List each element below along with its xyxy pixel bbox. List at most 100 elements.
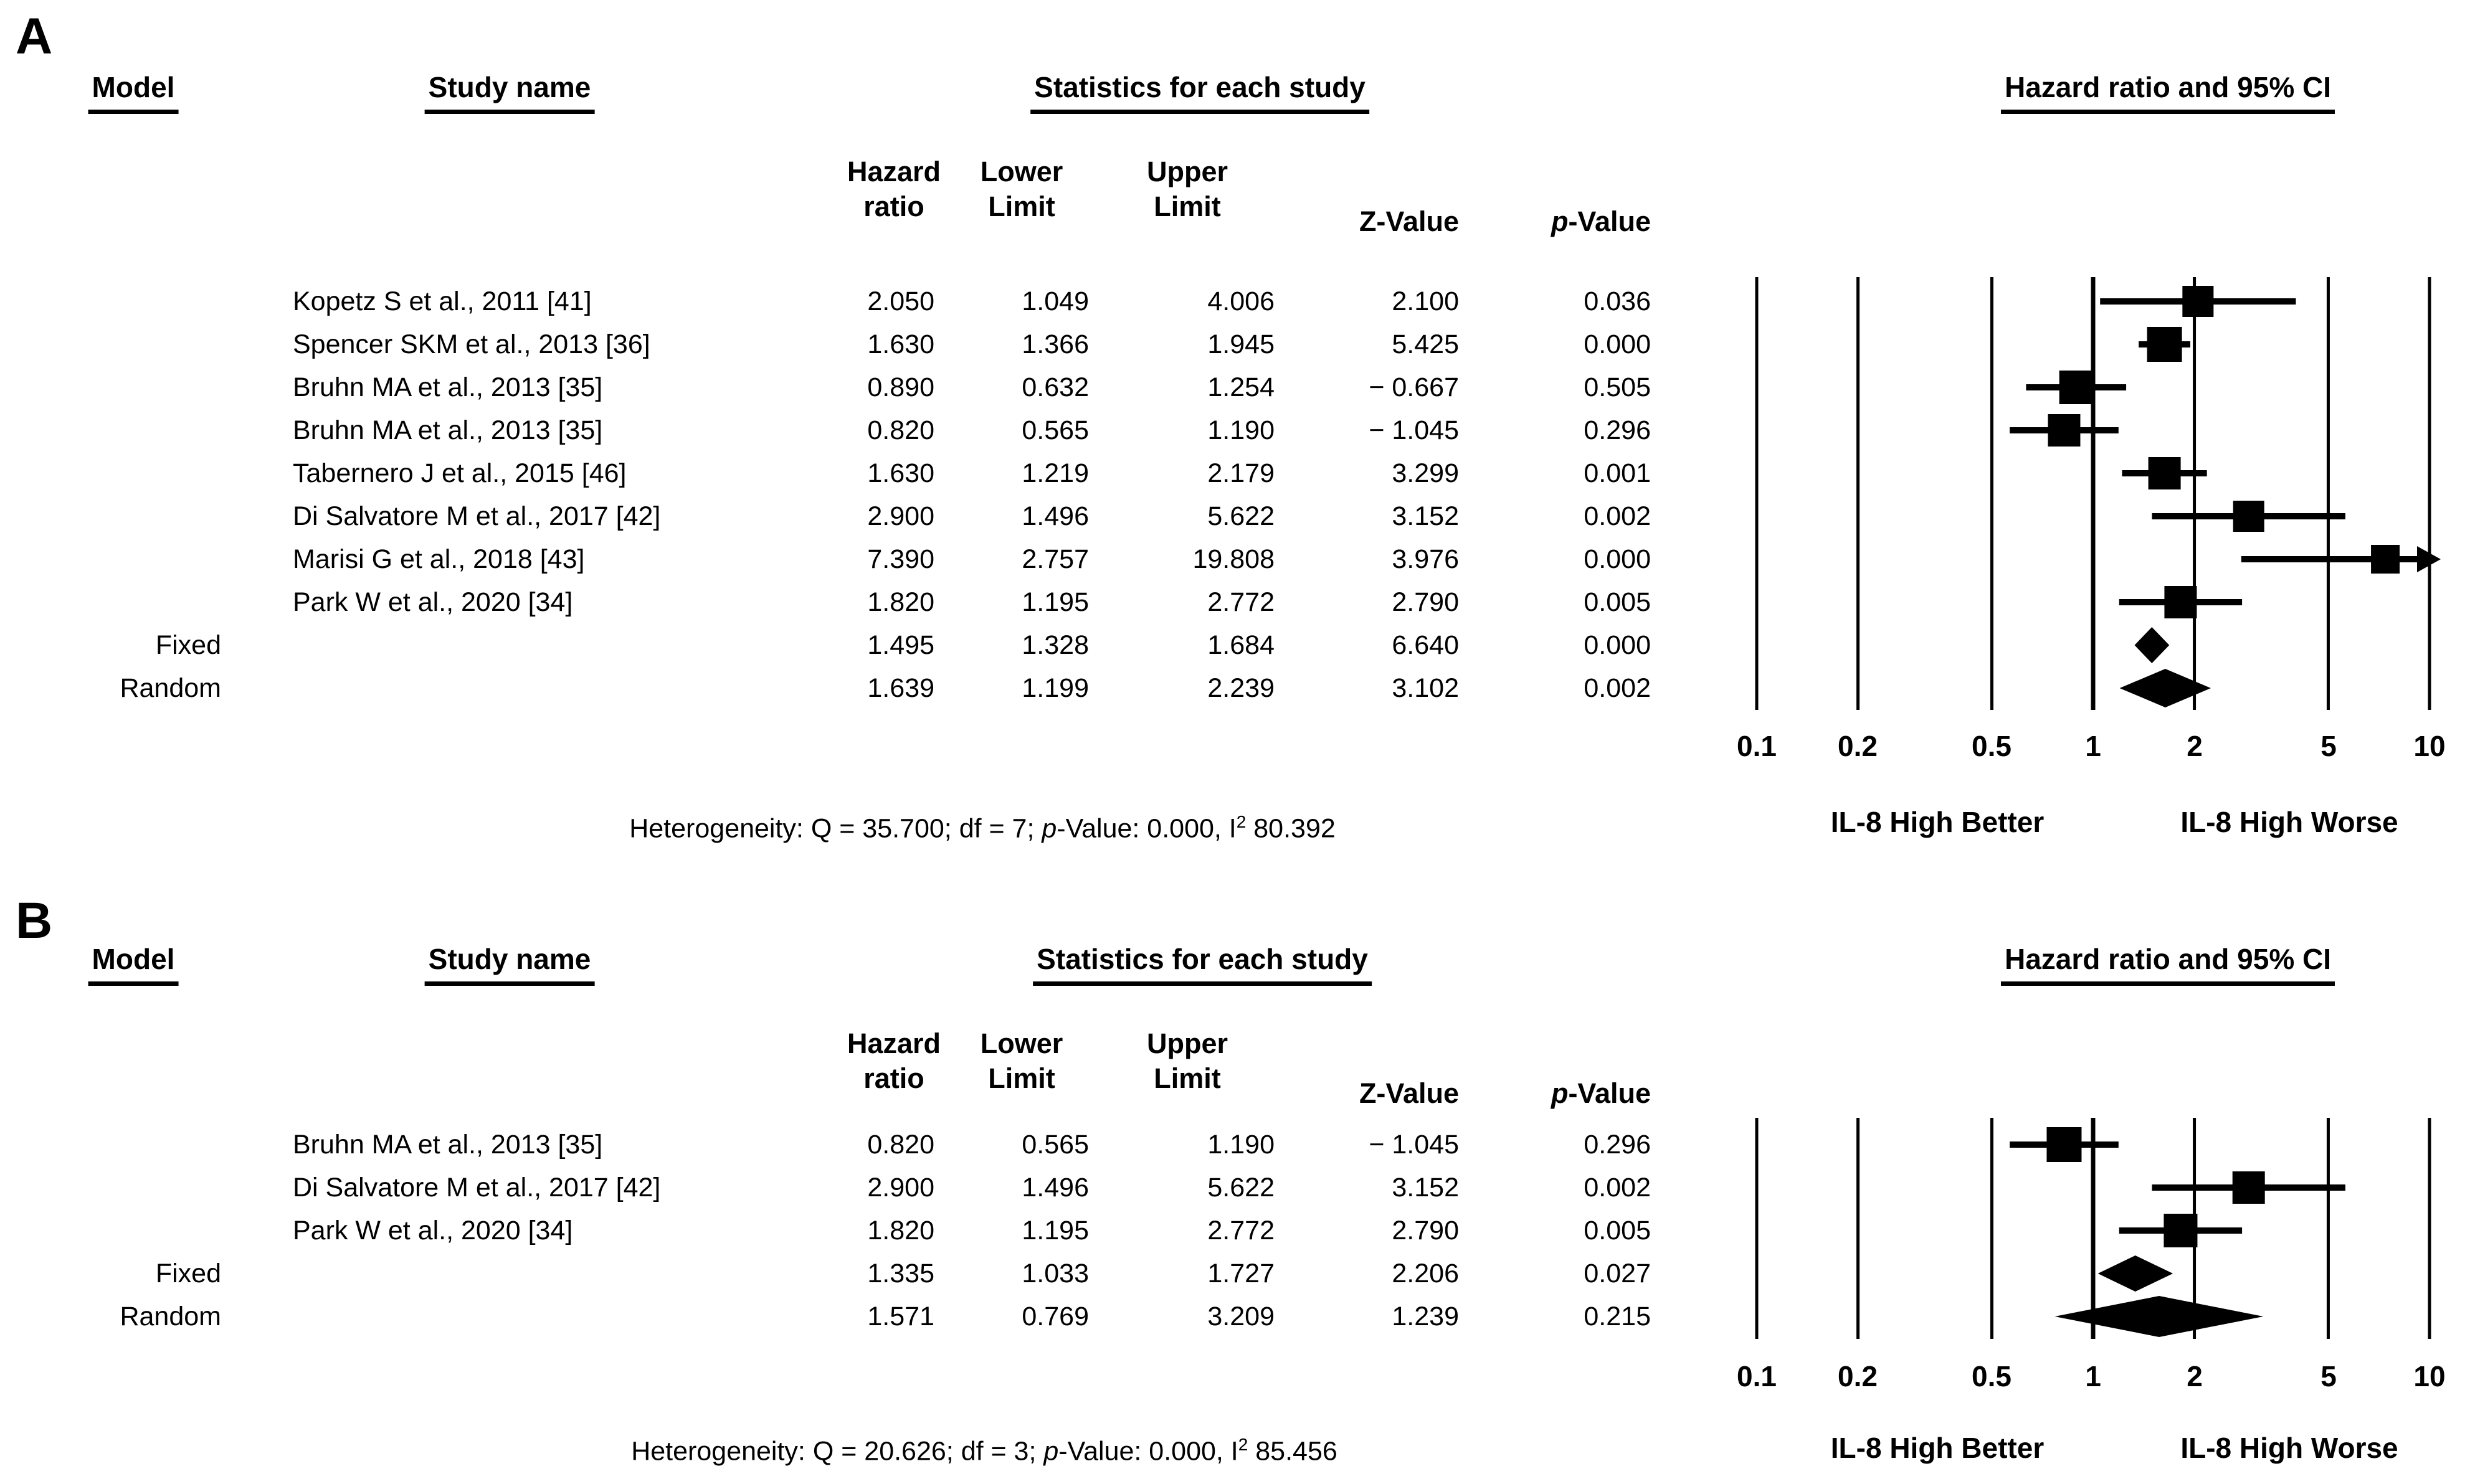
- lower-limit-value: 1.049: [1022, 286, 1089, 316]
- lower-limit-value: 1.033: [1022, 1259, 1089, 1288]
- z-value: − 1.045: [1369, 1130, 1459, 1160]
- hazard-ratio-value: 1.820: [867, 587, 934, 617]
- column-upper-line1: Upper: [1146, 1028, 1228, 1059]
- lower-limit-value: 2.757: [1022, 544, 1089, 574]
- lower-limit-value: 1.496: [1022, 501, 1089, 531]
- study-name: Bruhn MA et al., 2013 [35]: [293, 1130, 603, 1160]
- p-value: 0.002: [1584, 1173, 1651, 1203]
- p-value: 0.505: [1584, 372, 1651, 402]
- column-p-value: p-Value: [1402, 204, 1651, 239]
- lower-limit-value: 1.219: [1022, 458, 1089, 488]
- column-hazard-line2: ratio: [863, 1062, 924, 1094]
- column-hazard-line2: ratio: [863, 191, 924, 222]
- z-value: − 0.667: [1369, 372, 1459, 402]
- z-value: 3.102: [1392, 673, 1459, 703]
- column-upper-limit: Upper Limit: [1147, 154, 1228, 224]
- study-marker: [2048, 414, 2081, 447]
- model-label-random: Random: [120, 1302, 221, 1331]
- p-value: 0.296: [1584, 1130, 1651, 1160]
- header-plot-title: Hazard ratio and 95% CI: [2000, 72, 2335, 114]
- lower-limit-value: 1.195: [1022, 587, 1089, 617]
- upper-limit-value: 2.772: [1207, 587, 1275, 617]
- study-marker: [2164, 586, 2197, 618]
- z-value: 6.640: [1392, 630, 1459, 660]
- hazard-ratio-value: 1.335: [867, 1259, 934, 1288]
- column-p-italic: p: [1551, 1077, 1569, 1109]
- column-lower-line2: Limit: [988, 191, 1055, 222]
- axis-label-worse: IL-8 High Worse: [2180, 806, 2398, 838]
- summary-diamond-fixed: [2097, 1255, 2173, 1292]
- column-lower-line1: Lower: [980, 1028, 1063, 1059]
- het-post: 80.392: [1246, 813, 1336, 844]
- study-marker: [2164, 1214, 2198, 1247]
- tick-1: 1: [2085, 730, 2101, 762]
- tick-0.5: 0.5: [1972, 730, 2012, 762]
- column-hazard-line1: Hazard: [847, 156, 941, 187]
- header-study-name: Study name: [424, 72, 595, 114]
- lower-limit-value: 1.496: [1022, 1173, 1089, 1203]
- z-value: 3.976: [1392, 544, 1459, 574]
- column-p-rest: -Value: [1568, 206, 1651, 237]
- lower-limit-value: 0.632: [1022, 372, 1089, 402]
- study-marker: [2232, 1171, 2265, 1204]
- z-value: − 1.045: [1369, 415, 1459, 445]
- tick-5: 5: [2320, 730, 2337, 762]
- tick-10: 10: [2413, 1360, 2446, 1392]
- upper-limit-value: 3.209: [1207, 1302, 1275, 1331]
- header-statistics: Statistics for each study: [1030, 72, 1369, 114]
- p-value: 0.215: [1584, 1302, 1651, 1331]
- tick-5: 5: [2320, 1360, 2337, 1392]
- column-z-value: Z-Value: [1359, 206, 1459, 237]
- p-value: 0.000: [1584, 630, 1651, 660]
- z-value: 3.152: [1392, 501, 1459, 531]
- het-p-italic: p: [1042, 813, 1057, 844]
- het-pre: Heterogeneity: Q = 20.626; df = 3;: [631, 1436, 1044, 1467]
- p-value: 0.005: [1584, 587, 1651, 617]
- het-mid: -Value: 0.000, I: [1058, 1436, 1238, 1467]
- column-p-value: p-Value: [1402, 1076, 1651, 1111]
- study-name: Park W et al., 2020 [34]: [293, 1216, 573, 1245]
- study-name: Park W et al., 2020 [34]: [293, 587, 573, 617]
- study-name: Di Salvatore M et al., 2017 [42]: [293, 501, 661, 531]
- column-p-italic: p: [1551, 206, 1569, 237]
- column-z-value: Z-Value: [1359, 1077, 1459, 1109]
- z-value: 3.152: [1392, 1173, 1459, 1203]
- column-lower-line2: Limit: [988, 1062, 1055, 1094]
- p-value: 0.296: [1584, 415, 1651, 445]
- het-sup: 2: [1236, 812, 1247, 831]
- column-hazard-ratio: Hazard ratio: [847, 1026, 941, 1096]
- tick-2: 2: [2187, 730, 2203, 762]
- column-upper-line2: Limit: [1154, 191, 1221, 222]
- z-value: 2.790: [1392, 1216, 1459, 1245]
- p-value: 0.036: [1584, 286, 1651, 316]
- upper-limit-value: 5.622: [1207, 501, 1275, 531]
- p-value: 0.000: [1584, 544, 1651, 574]
- hazard-ratio-value: 1.639: [867, 673, 934, 703]
- z-value: 1.239: [1392, 1302, 1459, 1331]
- header-model: Model: [88, 72, 179, 114]
- study-marker: [2148, 457, 2181, 489]
- het-p-italic: p: [1043, 1436, 1059, 1467]
- tick-0.5: 0.5: [1972, 1360, 2012, 1392]
- header-statistics: Statistics for each study: [1033, 943, 1372, 986]
- tick-10: 10: [2413, 730, 2446, 762]
- column-lower-line1: Lower: [980, 156, 1063, 187]
- lower-limit-value: 0.565: [1022, 1130, 1089, 1160]
- upper-limit-value: 2.239: [1207, 673, 1275, 703]
- study-marker: [2046, 1127, 2082, 1162]
- model-label-fixed: Fixed: [155, 630, 221, 660]
- column-lower-limit: Lower Limit: [981, 1026, 1063, 1096]
- hazard-ratio-value: 0.820: [867, 1130, 934, 1160]
- column-upper-line1: Upper: [1146, 156, 1228, 187]
- upper-limit-value: 19.808: [1192, 544, 1275, 574]
- hazard-ratio-value: 0.820: [867, 415, 934, 445]
- hazard-ratio-value: 2.050: [867, 286, 934, 316]
- hazard-ratio-value: 2.900: [867, 1173, 934, 1203]
- column-upper-line2: Limit: [1154, 1062, 1221, 1094]
- study-name: Bruhn MA et al., 2013 [35]: [293, 415, 603, 445]
- header-model: Model: [88, 943, 179, 986]
- z-value: 5.425: [1392, 329, 1459, 359]
- p-value: 0.027: [1584, 1259, 1651, 1288]
- tick-0.1: 0.1: [1737, 1360, 1777, 1392]
- lower-limit-value: 0.769: [1022, 1302, 1089, 1331]
